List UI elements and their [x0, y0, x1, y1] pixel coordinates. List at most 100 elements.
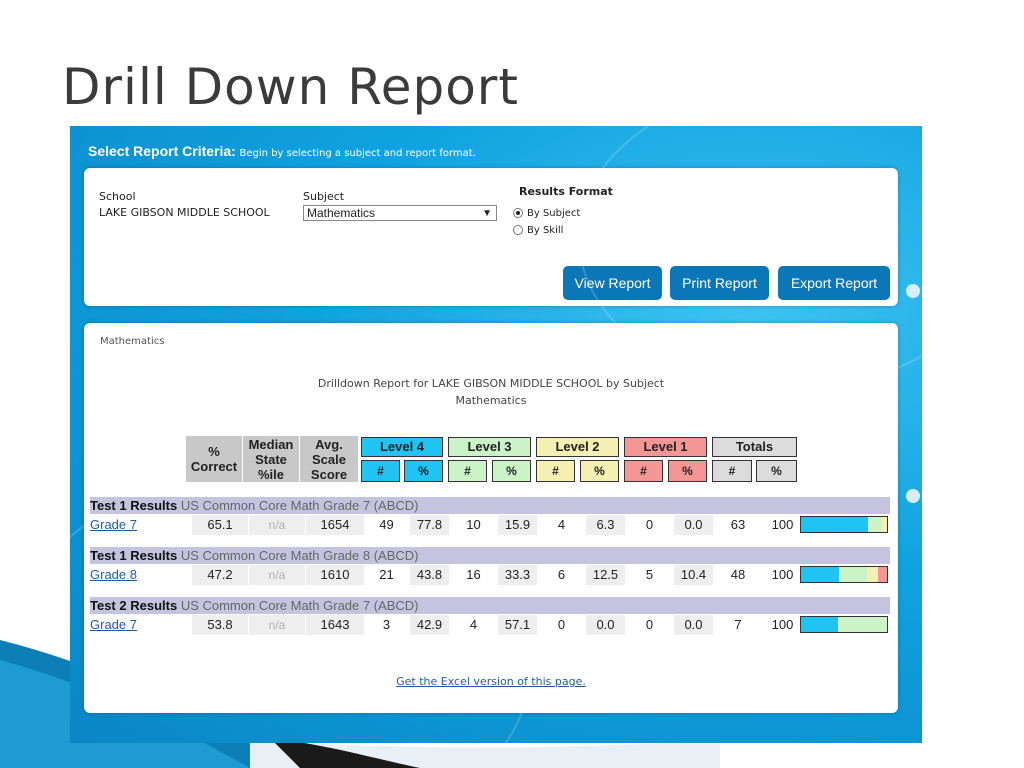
export-report-button[interactable]: Export Report [778, 266, 890, 300]
cell-pct_correct: 47.2 [192, 565, 248, 585]
performance-bar-segment-level4 [801, 517, 868, 532]
group-label: Test 1 Results [90, 548, 178, 563]
cell-l4n: 21 [379, 567, 394, 582]
header-level-3: Level 3 [448, 437, 531, 457]
excel-version-link[interactable]: Get the Excel version of this page. [396, 675, 586, 688]
slide-title: Drill Down Report [62, 58, 519, 116]
header-avg-scale-score: Avg. Scale Score [300, 436, 358, 482]
header-pct-correct-line1: % [208, 444, 220, 459]
group-label: Test 2 Results [90, 598, 178, 613]
header-totals-pct: % [756, 460, 797, 482]
group-test-name: US Common Core Math Grade 7 (ABCD) [180, 498, 419, 513]
report-panel: Mathematics Drilldown Report for LAKE GI… [84, 323, 898, 713]
cell-l2n: 4 [557, 517, 566, 532]
results-format-label: Results Format [519, 185, 613, 198]
performance-bar-segment-level4 [801, 617, 838, 632]
header-pct-correct-line2: Correct [190, 459, 238, 474]
cell-tn: 48 [730, 567, 746, 582]
cell-l3n: 10 [466, 517, 481, 532]
group-label: Test 1 Results [90, 498, 178, 513]
cell-tp: 100 [771, 617, 794, 632]
cell-l2n: 0 [557, 617, 566, 632]
cell-median: n/a [249, 515, 305, 535]
performance-bar-segment-level2 [881, 517, 887, 532]
header-level1-pct: % [668, 460, 707, 482]
cell-l3p: 57.1 [498, 615, 537, 635]
cell-l2n: 6 [557, 567, 566, 582]
view-report-button[interactable]: View Report [563, 266, 662, 300]
grade-link[interactable]: Grade 7 [90, 617, 137, 632]
grade-link[interactable]: Grade 8 [90, 567, 137, 582]
subject-label: Subject [303, 190, 345, 203]
performance-bar [800, 516, 888, 533]
header-level2-count: # [536, 460, 575, 482]
report-window: Select Report Criteria: Begin by selecti… [70, 126, 922, 743]
cell-pct_correct: 65.1 [192, 515, 248, 535]
header-avg-line1: Avg. [315, 437, 343, 452]
header-median-line2: State [255, 452, 287, 467]
cell-l4n: 3 [382, 617, 391, 632]
subject-select[interactable]: Mathematics ▼ [303, 205, 497, 221]
cell-tn: 63 [730, 517, 746, 532]
criteria-subheading: Begin by selecting a subject and report … [239, 148, 476, 159]
cell-pct_correct: 53.8 [192, 615, 248, 635]
group-header-row: Test 2 Results US Common Core Math Grade… [90, 597, 890, 614]
table-row: Grade 7 53.8 n/a 1643 3 42.9 4 57.1 0 0.0 0 0.0 7 100 [90, 615, 890, 635]
cell-median: n/a [249, 615, 305, 635]
radio-by-subject[interactable] [513, 208, 523, 218]
cell-l1p: 0.0 [674, 515, 713, 535]
header-avg-line3: Score [310, 467, 348, 482]
group-test-name: US Common Core Math Grade 8 (ABCD) [180, 548, 419, 563]
radio-by-skill[interactable] [513, 225, 523, 235]
radio-by-subject-label: By Subject [527, 208, 581, 219]
criteria-heading: Select Report Criteria: [88, 143, 236, 159]
group-test-name: US Common Core Math Grade 7 (ABCD) [180, 598, 419, 613]
performance-bar [800, 566, 888, 583]
dropdown-arrow-icon: ▼ [482, 208, 492, 219]
header-median-state-percentile: Median State %ile [243, 436, 299, 482]
cell-l4p: 42.9 [410, 615, 449, 635]
cell-l3n: 16 [466, 567, 481, 582]
cell-median: n/a [249, 565, 305, 585]
header-level-2: Level 2 [536, 437, 619, 457]
cell-tn: 7 [734, 617, 742, 632]
cell-l4p: 77.8 [410, 515, 449, 535]
performance-bar [800, 616, 888, 633]
header-level4-pct: % [404, 460, 443, 482]
header-level4-count: # [361, 460, 400, 482]
performance-bar-segment-level3 [837, 617, 887, 632]
cell-l1n: 0 [645, 517, 654, 532]
cell-avg: 1654 [306, 515, 364, 535]
header-level-4: Level 4 [361, 437, 443, 457]
header-level3-pct: % [492, 460, 531, 482]
performance-bar-segment-level3 [838, 567, 868, 582]
decorative-dot [906, 284, 920, 298]
print-report-button[interactable]: Print Report [670, 266, 769, 300]
cell-l3p: 33.3 [498, 565, 537, 585]
header-avg-line2: Scale [312, 452, 346, 467]
header-median-line1: Median [248, 437, 294, 452]
school-value: LAKE GIBSON MIDDLE SCHOOL [99, 206, 270, 219]
cell-l4n: 49 [379, 517, 394, 532]
cell-tp: 100 [771, 517, 794, 532]
cell-tp: 100 [771, 567, 794, 582]
grade-link[interactable]: Grade 7 [90, 517, 137, 532]
cell-l3p: 15.9 [498, 515, 537, 535]
subject-select-value: Mathematics [307, 206, 376, 220]
table-row: Grade 8 47.2 n/a 1610 21 43.8 16 33.3 6 12.5 5 10.4… [90, 565, 890, 585]
performance-bar-segment-level3 [867, 517, 882, 532]
cell-l1n: 0 [645, 617, 654, 632]
criteria-panel: School LAKE GIBSON MIDDLE SCHOOL Subject… [84, 168, 898, 306]
cell-l4p: 43.8 [410, 565, 449, 585]
cell-l2p: 6.3 [586, 515, 625, 535]
header-totals-count: # [712, 460, 752, 482]
performance-bar-segment-level4 [801, 567, 839, 582]
header-level2-pct: % [580, 460, 619, 482]
group-header-row: Test 1 Results US Common Core Math Grade… [90, 547, 890, 564]
header-level-1: Level 1 [624, 437, 707, 457]
header-level3-count: # [448, 460, 487, 482]
performance-bar-segment-level2 [867, 567, 879, 582]
radio-by-skill-label: By Skill [527, 225, 564, 236]
header-totals: Totals [712, 437, 797, 457]
cell-l2p: 12.5 [586, 565, 625, 585]
